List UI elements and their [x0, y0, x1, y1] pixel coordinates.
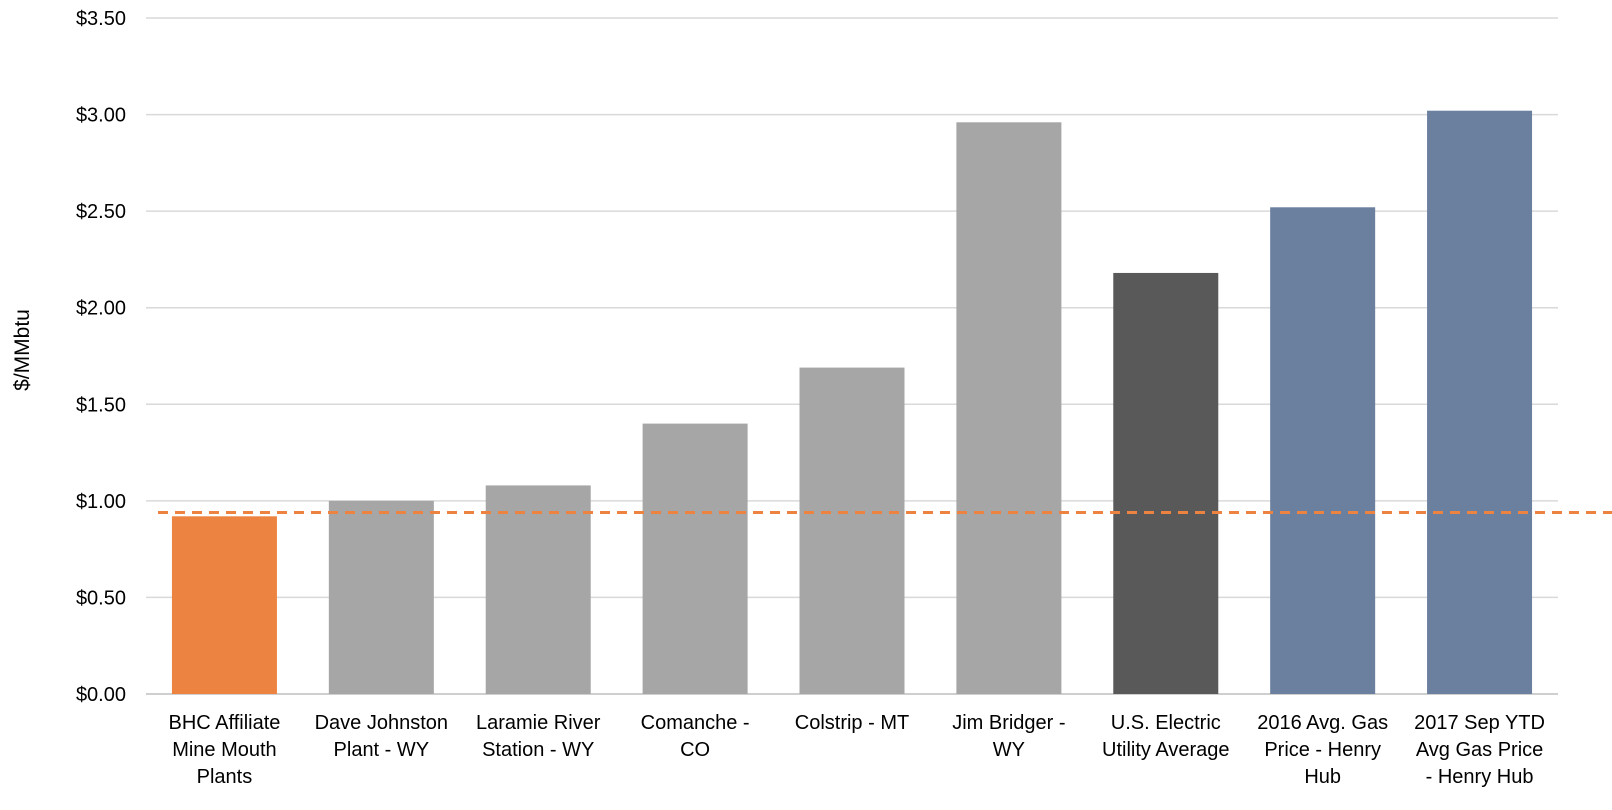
bar	[171, 516, 277, 694]
x-category-label: 2017 Sep YTD Avg Gas Price - Henry Hub	[1414, 712, 1545, 788]
bar	[328, 500, 434, 694]
y-tick-label: $1.50	[76, 394, 126, 416]
bar	[1113, 272, 1219, 694]
x-category-label: U.S. Electric Utility Average	[1102, 712, 1229, 761]
y-tick-label: $0.50	[76, 587, 126, 609]
bar	[799, 367, 905, 694]
x-category-label: Laramie River Station - WY	[476, 712, 601, 761]
x-category-label: Dave Johnston Plant - WY	[315, 712, 448, 761]
y-tick-label: $2.50	[76, 201, 126, 223]
x-category-label: 2016 Avg. Gas Price - Henry Hub	[1257, 712, 1388, 788]
y-axis-title: $/MMbtu	[11, 309, 34, 391]
x-axis-labels: BHC Affiliate Mine Mouth Plants Dave Johnst…	[168, 712, 1544, 788]
bar	[1270, 207, 1376, 694]
x-category-label: Comanche -CO	[641, 712, 750, 761]
x-category-label: Jim Bridger -WY	[952, 712, 1065, 761]
bar	[956, 122, 1062, 695]
y-tick-label: $3.50	[76, 8, 126, 30]
bars	[171, 110, 1533, 695]
y-axis-ticks: $0.00 $0.50 $1.00 $1.50 $2.00 $2.50 $3.00 $3.50	[76, 8, 126, 706]
bar	[642, 423, 748, 694]
y-tick-label: $3.00	[76, 105, 126, 127]
y-tick-label: $1.00	[76, 491, 126, 513]
bar	[1427, 110, 1533, 695]
y-tick-label: $0.00	[76, 684, 126, 706]
x-category-label: Colstrip - MT	[795, 712, 909, 734]
bar	[485, 485, 591, 694]
x-category-label: BHC Affiliate Mine Mouth Plants	[168, 712, 280, 788]
y-tick-label: $2.00	[76, 298, 126, 320]
